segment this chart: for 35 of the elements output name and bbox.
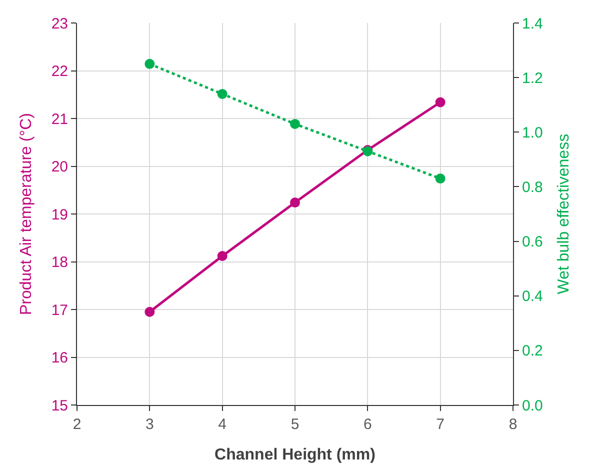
y-axis-title: Product Air temperature (°C)	[18, 112, 36, 316]
point	[144, 58, 155, 69]
y-tick-label: 18	[51, 254, 68, 271]
point	[435, 174, 446, 184]
y2-tick-label: 0.0	[522, 397, 543, 414]
y2-tick-label: 0.8	[522, 178, 543, 196]
point	[435, 97, 446, 108]
x-tick-label: 7	[436, 416, 444, 433]
y2-axis-title: Wet bulb effectiveness	[556, 134, 573, 294]
y-tick-label: 19	[51, 206, 68, 224]
y-tick-label: 17	[51, 302, 68, 319]
y-tick-label: 15	[51, 397, 68, 414]
x-tick-label: 6	[364, 416, 372, 433]
x-tick-label: 4	[218, 416, 226, 433]
y-tick-label: 20	[51, 158, 68, 176]
point	[217, 251, 228, 262]
y2-tick-label: 1.4	[522, 15, 543, 32]
x-tick-label: 2	[72, 416, 82, 433]
x-tick-label: 3	[146, 416, 154, 433]
point	[217, 88, 228, 99]
y-tick-label: 21	[51, 110, 68, 128]
y2-tick-label: 1.2	[522, 70, 543, 87]
x-tick-label: 8	[508, 416, 518, 433]
point	[290, 198, 300, 208]
y2-tick-label: 1.0	[522, 124, 543, 142]
x-axis-title: Channel Height (mm)	[214, 446, 376, 464]
x-tick-label: 5	[290, 416, 300, 433]
point	[290, 118, 300, 129]
y2-tick-label: 0.6	[522, 234, 543, 251]
point	[144, 306, 155, 317]
y-tick-label: 16	[51, 350, 68, 366]
y-tick-label: 22	[51, 63, 68, 80]
y2-tick-label: 0.4	[522, 288, 543, 306]
y2-tick-label: 0.2	[522, 342, 543, 360]
y-tick-label: 23	[51, 15, 68, 32]
